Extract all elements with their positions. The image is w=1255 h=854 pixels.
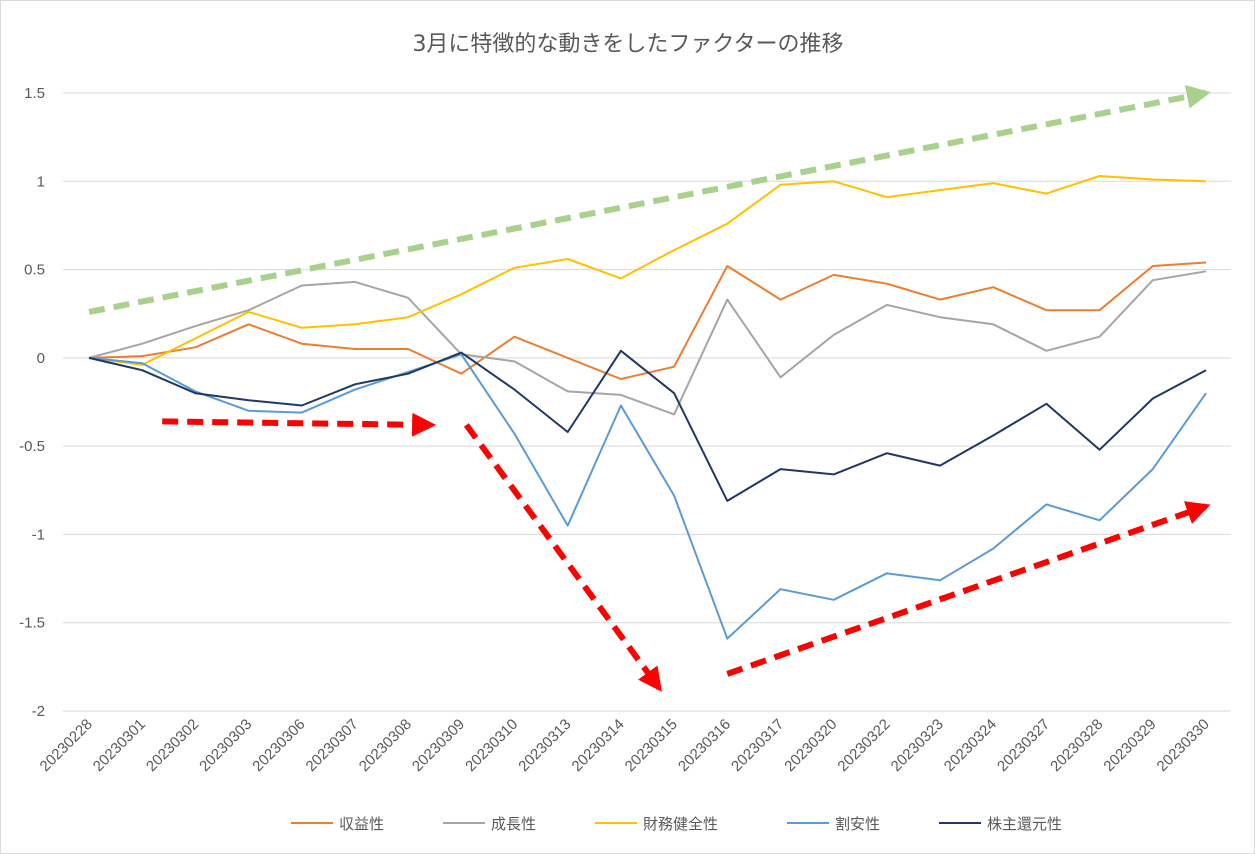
- x-tick-label: 20230330: [1154, 716, 1213, 775]
- x-tick-label: 20230329: [1100, 716, 1159, 775]
- x-tick-label: 20230228: [37, 716, 96, 775]
- chart-title: 3月に特徴的な動きをしたファクターの推移: [412, 32, 843, 57]
- x-tick-label: 20230324: [941, 716, 1000, 775]
- x-tick-label: 20230309: [409, 716, 468, 775]
- y-tick-label: -0.5: [19, 438, 45, 455]
- x-tick-label: 20230327: [994, 716, 1053, 775]
- y-tick-label: -2: [32, 703, 45, 720]
- x-tick-label: 20230316: [675, 716, 734, 775]
- series-line-1: [88, 270, 1207, 416]
- series-line-0: [88, 261, 1207, 380]
- x-tick-label: 20230315: [622, 716, 681, 775]
- series-line-2: [88, 175, 1207, 366]
- x-tick-label: 20230308: [356, 716, 415, 775]
- y-tick-label: 0: [37, 350, 45, 367]
- legend-label-4: 株主還元性: [987, 815, 1062, 833]
- y-tick-label: 0.5: [24, 262, 45, 279]
- x-tick-label: 20230322: [834, 716, 893, 775]
- legend: 収益性 成長性 財務健全性 割安性 株主還元性: [291, 815, 1062, 833]
- legend-label-2: 財務健全性: [643, 815, 718, 833]
- legend-label-0: 収益性: [339, 815, 384, 833]
- annotation-arrow-2: [463, 423, 662, 692]
- x-tick-label: 20230301: [90, 716, 149, 775]
- x-tick-label: 20230310: [462, 716, 521, 775]
- annotation-arrow-1: [162, 412, 437, 437]
- legend-label-1: 成長性: [491, 815, 536, 833]
- x-axis-tick-labels: 2023022820230301202303022023030320230306…: [37, 716, 1213, 775]
- y-tick-label: -1: [32, 526, 45, 543]
- gridlines: [63, 92, 1231, 712]
- annotation-arrow-0: [88, 84, 1211, 315]
- x-tick-label: 20230307: [303, 716, 362, 775]
- y-tick-label: -1.5: [19, 615, 45, 632]
- x-tick-label: 20230306: [249, 716, 308, 775]
- y-tick-label: 1.5: [24, 85, 45, 102]
- x-tick-label: 20230323: [888, 716, 947, 775]
- x-tick-label: 20230303: [196, 716, 255, 775]
- x-tick-label: 20230320: [781, 716, 840, 775]
- annotation-arrows: [88, 84, 1211, 692]
- x-tick-label: 20230313: [515, 716, 574, 775]
- y-tick-label: 1: [37, 173, 45, 190]
- x-tick-label: 20230302: [143, 716, 202, 775]
- x-tick-label: 20230328: [1047, 716, 1106, 775]
- x-tick-label: 20230314: [569, 716, 628, 775]
- series-line-4: [88, 349, 1207, 502]
- legend-label-3: 割安性: [835, 815, 880, 833]
- x-tick-label: 20230317: [728, 716, 787, 775]
- series-line-3: [88, 353, 1207, 640]
- series-lines: [88, 175, 1207, 640]
- y-axis-tick-labels: 1.5 1 0.5 0 -0.5 -1 -1.5 -2: [19, 85, 45, 720]
- annotation-arrow-3: [726, 501, 1211, 677]
